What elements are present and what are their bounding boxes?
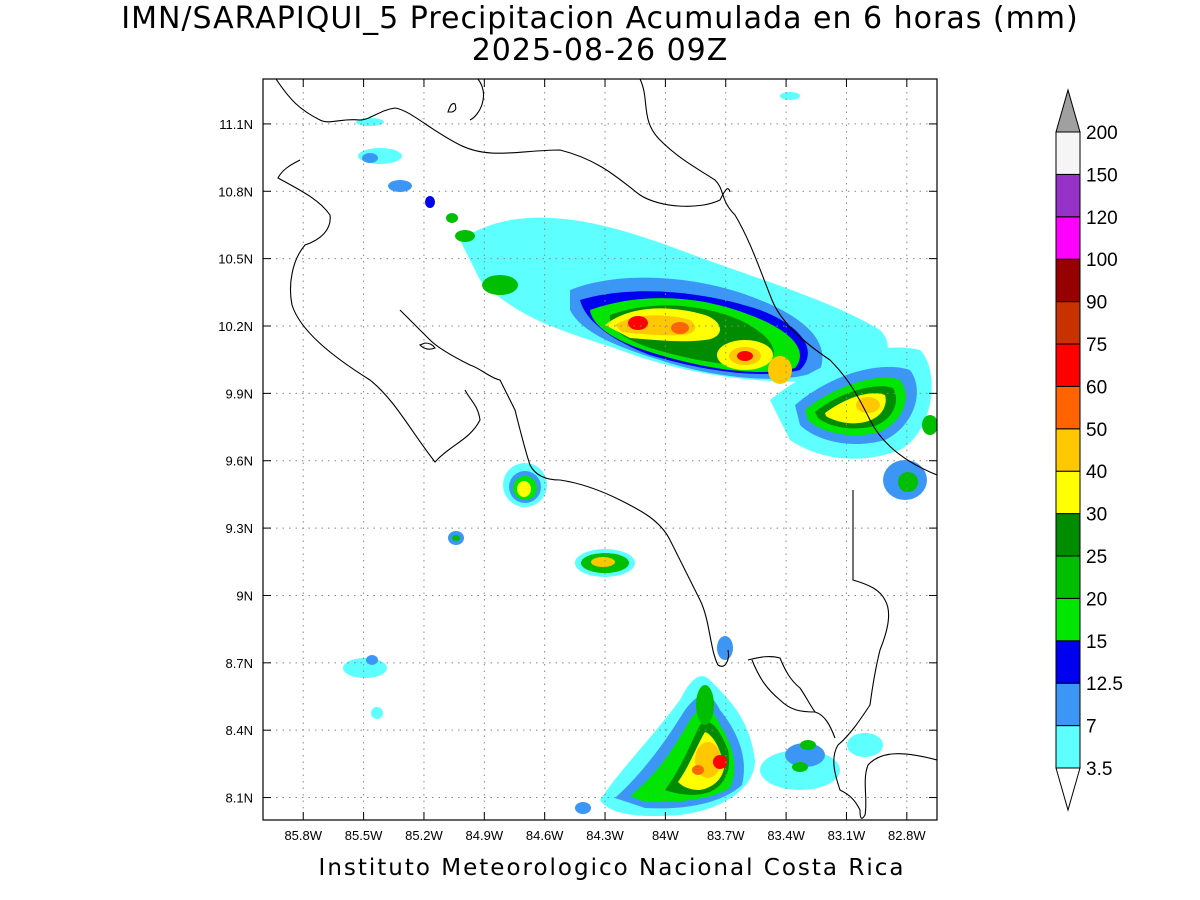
map-title: IMN/SARAPIQUI_5 Precipitacion Acumulada … (121, 1, 1079, 36)
colorbar-label: 25 (1086, 547, 1107, 568)
colorbar-segment (1055, 470, 1081, 515)
colorbar-segment (1055, 258, 1081, 303)
grid-lines (263, 79, 937, 820)
y-tick-label: 10.2N (218, 319, 253, 334)
y-tick-label: 10.8N (218, 184, 253, 199)
precip-fields (343, 92, 937, 817)
colorbar-label: 90 (1086, 293, 1107, 314)
colorbar-segment (1055, 513, 1081, 557)
colorbar-label: 20 (1086, 589, 1107, 610)
precip-area-northern-band (356, 92, 888, 384)
colorbar-label: 150 (1086, 165, 1118, 186)
x-tick-label: 83.1W (828, 828, 866, 843)
colorbar-label: 40 (1086, 462, 1107, 483)
colorbar-low-arrow (1055, 767, 1081, 812)
y-tick-label: 9.9N (226, 386, 253, 401)
colorbar-segment (1055, 640, 1081, 684)
colorbar-high-arrow (1055, 88, 1081, 133)
colorbar-label: 15 (1086, 632, 1107, 653)
precip-area-southern-cell (575, 636, 883, 817)
colorbar-segment (1055, 385, 1081, 430)
map-frame (262, 78, 938, 821)
y-tick-label: 9.3N (226, 521, 253, 536)
colorbar-legend: 3.5 7 12.5 15 20 25 30 40 50 60 75 90 100 120 150 200 (1055, 88, 1123, 812)
colorbar-segment (1055, 131, 1081, 175)
latitude-axis: 8.1N 8.4N 8.7N 9N 9.3N 9.6N 9.9N 10.2N 10.5N 10.8… (218, 117, 937, 806)
colorbar-label: 200 (1086, 123, 1118, 144)
colorbar-segment (1055, 725, 1081, 769)
colorbar-label: 3.5 (1086, 759, 1112, 780)
colorbar-segment (1055, 301, 1081, 345)
colorbar-label: 60 (1086, 377, 1107, 398)
precip-area-eastern-band (770, 347, 937, 500)
colorbar-label: 50 (1086, 420, 1107, 441)
y-tick-label: 9.6N (226, 454, 253, 469)
x-tick-label: 84.6W (526, 828, 564, 843)
y-tick-label: 8.7N (226, 656, 253, 671)
coastline-borders (275, 79, 937, 819)
map-datetime: 2025-08-26 09Z (471, 33, 729, 68)
x-tick-label: 85.2W (405, 828, 443, 843)
precip-area-central-cell (343, 463, 635, 719)
colorbar-label: 120 (1086, 208, 1118, 229)
colorbar-segment (1055, 597, 1081, 642)
x-tick-label: 82.8W (888, 828, 926, 843)
colorbar-label: 30 (1086, 505, 1107, 526)
footer-credit: Instituto Meteorologico Nacional Costa R… (318, 855, 906, 881)
x-tick-label: 84.9W (466, 828, 504, 843)
colorbar-segment (1055, 216, 1081, 260)
colorbar-segment (1055, 173, 1081, 218)
y-tick-label: 8.1N (226, 791, 253, 806)
colorbar-segment (1055, 343, 1081, 387)
colorbar-label: 7 (1086, 717, 1097, 738)
x-tick-label: 83.4W (767, 828, 805, 843)
x-tick-label: 83.7W (707, 828, 745, 843)
x-tick-label: 84.3W (586, 828, 624, 843)
colorbar-label: 12.5 (1086, 674, 1123, 695)
y-tick-label: 11.1N (219, 117, 253, 132)
colorbar-label: 75 (1086, 335, 1107, 356)
longitude-axis: 85.8W 85.5W 85.2W 84.9W 84.6W 84.3W 84W 83.7W 83… (284, 79, 926, 843)
y-tick-label: 10.5N (218, 252, 253, 267)
x-tick-label: 84W (652, 828, 679, 843)
colorbar-segment (1055, 682, 1081, 727)
y-tick-label: 8.4N (226, 723, 253, 738)
x-tick-label: 85.8W (284, 828, 322, 843)
colorbar-label: 100 (1086, 250, 1118, 271)
x-tick-label: 85.5W (345, 828, 383, 843)
colorbar-segment (1055, 555, 1081, 599)
colorbar-segment (1055, 428, 1081, 472)
y-tick-label: 9N (236, 588, 253, 603)
